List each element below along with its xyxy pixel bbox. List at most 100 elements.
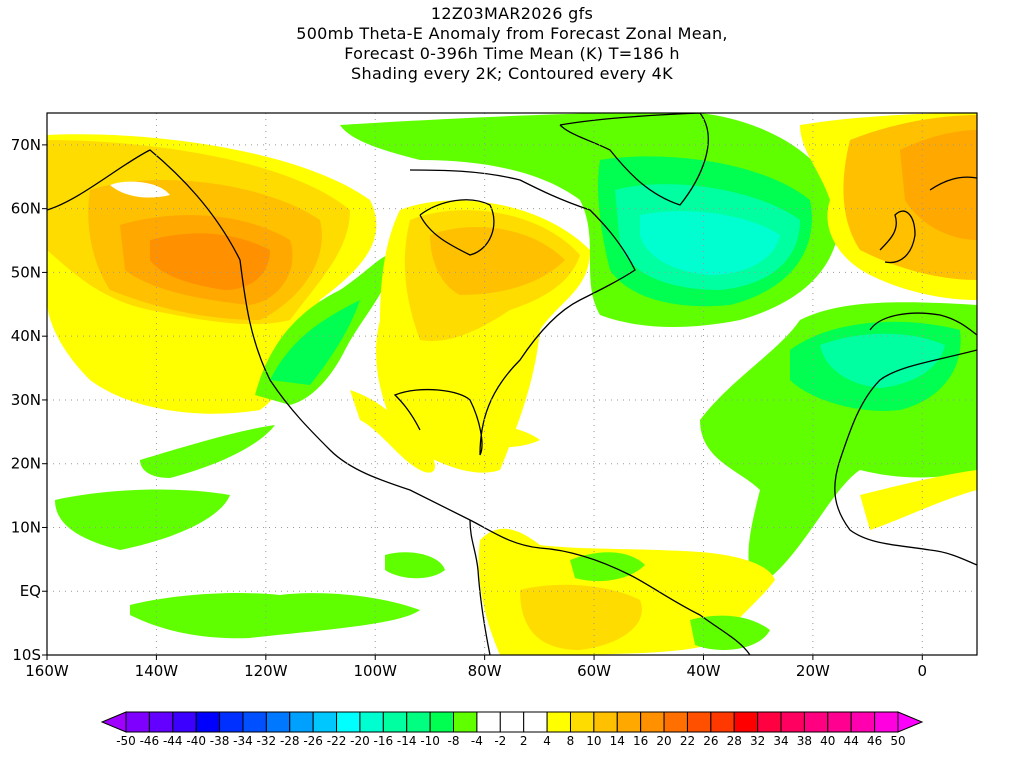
lat-label: 40N: [11, 327, 41, 345]
colorbar-label: -28: [280, 734, 300, 748]
colorbar-right-arrow: [897, 711, 924, 733]
colorbar-swatch: [336, 711, 361, 733]
colorbar-swatch: [289, 711, 314, 733]
colorbar-label: -20: [350, 734, 370, 748]
lon-label: 100W: [354, 662, 398, 680]
colorbar-swatch: [710, 711, 735, 733]
colorbar-label: -34: [233, 734, 253, 748]
lat-label: 30N: [11, 391, 41, 409]
shading-layer: [47, 113, 977, 655]
colorbar-label: 10: [586, 734, 601, 748]
colorbar-swatch: [546, 711, 571, 733]
colorbar-swatch: [453, 711, 478, 733]
colorbar-swatch: [312, 711, 338, 733]
colorbar-swatch: [148, 711, 174, 733]
colorbar-swatch: [827, 711, 852, 733]
coastline-north-america: [47, 149, 636, 521]
plot-frame: [46, 112, 978, 656]
lon-label: 20W: [796, 662, 830, 680]
colorbar-swatch: [686, 711, 712, 733]
colorbar-swatch: [476, 711, 501, 733]
colorbar-swatch: [593, 711, 618, 733]
lat-label: EQ: [20, 582, 41, 600]
shade-green-brazil: [690, 615, 770, 650]
colorbar-label: 46: [867, 734, 882, 748]
coastline-africa: [834, 349, 977, 566]
shade-green-guyana: [570, 552, 645, 582]
colorbar-label: 32: [750, 734, 765, 748]
lat-label: 50N: [11, 263, 41, 281]
shade-green2-swus: [270, 300, 360, 385]
title-forecast: Forecast 0-396h Time Mean (K) T=186 h: [344, 44, 680, 63]
colorbar-swatch: [125, 711, 150, 733]
lon-label: 60W: [577, 662, 611, 680]
colorbar-swatch: [359, 711, 384, 733]
shade-teal-eatlantic: [820, 333, 945, 388]
colorbar-label: 44: [844, 734, 859, 748]
shade-red-orange-pacific: [150, 233, 270, 290]
colorbar-swatch: [429, 711, 455, 733]
shade-green-tpacific2: [140, 425, 275, 478]
coastlines: [47, 113, 977, 655]
colorbar-label: 22: [680, 734, 695, 748]
colorbar-label: 50: [890, 734, 905, 748]
coastline-south-america: [469, 519, 751, 655]
colorbar-label: 26: [703, 734, 718, 748]
shade-yellow-sahel: [860, 470, 977, 530]
shade-gold-samerica: [520, 584, 642, 650]
colorbar: -50 -46 -44 -40 -38 -34 -32 -28 -26 -22 -20 -16 -14-…: [100, 711, 924, 748]
title-shading: Shading every 2K; Contoured every 4K: [351, 64, 673, 83]
title-run: 12Z03MAR2026 gfs: [430, 4, 594, 23]
colorbar-label: -40: [186, 734, 206, 748]
colorbar-swatch: [499, 711, 525, 733]
lat-label: 10S: [12, 646, 41, 664]
shade-cyan-natlantic: [640, 211, 780, 275]
colorbar-swatch: [382, 711, 408, 733]
colorbar-label: -4: [471, 734, 483, 748]
colorbar-swatch: [219, 711, 244, 733]
colorbar-swatch: [195, 711, 221, 733]
lon-label: 80W: [468, 662, 502, 680]
gridlines: [47, 113, 977, 655]
title-variable: 500mb Theta-E Anomaly from Forecast Zona…: [296, 24, 728, 43]
colorbar-swatch: [757, 711, 782, 733]
shade-green-tpacific1: [55, 489, 230, 550]
shade-yellow-gulf: [350, 390, 435, 473]
colorbar-swatch: [733, 711, 759, 733]
colorbar-swatch: [850, 711, 876, 733]
colorbar-label: 8: [567, 734, 575, 748]
lon-label: 120W: [244, 662, 288, 680]
colorbar-left-arrow: [100, 711, 127, 733]
shade-green-tpacific3: [130, 593, 420, 639]
colorbar-swatch: [803, 711, 829, 733]
colorbar-label: -8: [448, 734, 460, 748]
colorbar-label: 34: [773, 734, 788, 748]
shade-yellow-caribbean: [455, 424, 540, 448]
lon-label: 0: [918, 662, 928, 680]
colorbar-swatch: [265, 711, 291, 733]
colorbar-swatch: [874, 711, 899, 733]
coastline-greenland: [559, 113, 709, 206]
colorbar-label: 28: [727, 734, 742, 748]
colorbar-label: -46: [140, 734, 160, 748]
colorbar-label: 2: [520, 734, 528, 748]
colorbar-label: -16: [374, 734, 394, 748]
colorbar-swatch: [242, 711, 267, 733]
colorbar-swatch: [406, 711, 431, 733]
lon-label: 140W: [135, 662, 179, 680]
colorbar-label: 20: [656, 734, 671, 748]
colorbar-swatch: [780, 711, 805, 733]
colorbar-label: 14: [610, 734, 625, 748]
lon-label: 160W: [25, 662, 69, 680]
colorbar-label: -26: [303, 734, 323, 748]
lat-label: 10N: [11, 518, 41, 536]
lon-label: 40W: [687, 662, 721, 680]
shade-green-tpacific4: [385, 552, 445, 579]
colorbar-label: 40: [820, 734, 835, 748]
colorbar-label: -14: [397, 734, 417, 748]
colorbar-swatch: [569, 711, 595, 733]
coastline-europe: [869, 176, 977, 336]
colorbar-label: 38: [797, 734, 812, 748]
